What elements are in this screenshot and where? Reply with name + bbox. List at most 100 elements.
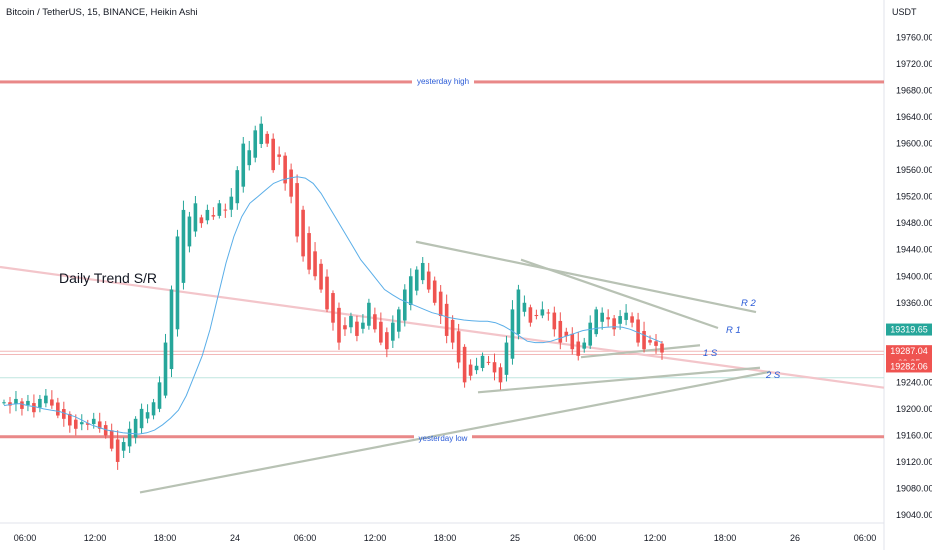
candle-body <box>534 314 539 317</box>
candle-body <box>618 316 622 324</box>
price-tick-label: 19200.00 <box>896 404 932 414</box>
s2-trendline <box>477 366 761 394</box>
candle-body <box>594 309 598 335</box>
price-tick-label: 19720.00 <box>896 59 932 69</box>
candle-body <box>295 183 299 237</box>
time-tick-label: 18:00 <box>434 533 457 543</box>
trend-lines <box>0 240 885 494</box>
lower-trendline <box>139 370 771 494</box>
candle-body <box>570 333 575 350</box>
candle-body <box>654 341 658 346</box>
candle-body <box>624 312 628 320</box>
candle-body <box>85 423 90 425</box>
candle-body <box>199 217 204 224</box>
candle-body <box>301 209 305 257</box>
candle-body <box>606 317 610 320</box>
candle-body <box>660 343 664 353</box>
moving-average-line <box>3 176 663 435</box>
candle-body <box>408 276 413 306</box>
candle-body <box>325 276 329 310</box>
candle-body <box>313 251 317 277</box>
yesterday-low-label-bg <box>414 431 472 442</box>
currency-label: USDT <box>892 7 917 17</box>
chart-title: Bitcoin / TetherUS, 15, BINANCE, Heikin … <box>6 7 198 18</box>
candle-body <box>576 341 581 356</box>
candle-body <box>492 362 497 373</box>
candle-body <box>588 322 593 346</box>
candle-body <box>426 271 431 290</box>
candle-body <box>307 233 311 270</box>
candle-body <box>540 309 545 316</box>
price-axis[interactable]: 19760.00 19720.00 19680.00 19640.00 19600.00… <box>896 33 932 521</box>
candle-body <box>636 319 640 343</box>
candle-body <box>68 413 72 426</box>
yesterday-high-label-bg <box>412 76 474 87</box>
candle-body <box>32 403 36 413</box>
price-tick-label: 19240.00 <box>896 377 932 387</box>
candle-body <box>385 332 389 350</box>
price-tick-label: 19400.00 <box>896 271 932 281</box>
candle-body <box>8 402 12 406</box>
yesterday-high-label: yesterday high <box>417 77 469 86</box>
candle-body <box>528 307 533 323</box>
candle-body <box>121 442 126 451</box>
time-tick-label: 12:00 <box>84 533 107 543</box>
candle-body <box>522 302 527 312</box>
candle-body <box>157 382 162 409</box>
candle-body <box>516 289 521 335</box>
candle-body <box>175 236 180 330</box>
time-axis[interactable]: 06:00 12:00 18:00 24 06:00 12:00 18:00 25 06:00 1… <box>14 533 877 543</box>
candle-body <box>361 322 365 329</box>
price-tick-label: 19160.00 <box>896 430 932 440</box>
price-tick-label: 19080.00 <box>896 483 932 493</box>
candle-body <box>91 418 96 425</box>
price-tick-label: 19040.00 <box>896 510 932 520</box>
candle-body <box>169 289 174 370</box>
candle-body <box>14 398 18 404</box>
candle-body <box>642 331 646 350</box>
candle-series <box>2 116 664 470</box>
candle-body <box>56 402 60 416</box>
candle-body <box>241 143 246 187</box>
price-tick-label: 19360.00 <box>896 298 932 308</box>
candle-body <box>259 123 264 145</box>
candle-body <box>564 331 569 336</box>
candle-body <box>486 361 491 363</box>
price-tag-label: 19282.06 <box>890 361 928 371</box>
candle-body <box>38 398 42 408</box>
candle-body <box>277 154 281 157</box>
time-tick-label: 06:00 <box>14 533 37 543</box>
price-tick-label: 19760.00 <box>896 33 932 43</box>
candle-body <box>133 418 138 438</box>
price-tick-label: 19600.00 <box>896 139 932 149</box>
candle-body <box>20 401 24 409</box>
candle-body <box>265 133 269 144</box>
time-tick-label: 06:00 <box>574 533 597 543</box>
candle-body <box>414 269 419 291</box>
candle-body <box>468 364 473 376</box>
candle-body <box>103 425 108 436</box>
candle-body <box>630 316 634 323</box>
candle-body <box>331 293 335 323</box>
candle-body <box>462 346 467 383</box>
candle-body <box>145 412 150 419</box>
candle-body <box>367 302 371 326</box>
s2-label: 2 S <box>765 370 781 381</box>
candle-body <box>97 421 102 429</box>
r2-label: R 2 <box>741 298 757 309</box>
time-tick-label: 12:00 <box>644 533 667 543</box>
candle-body <box>79 422 84 425</box>
daily-trend-line <box>0 265 885 389</box>
candle-body <box>432 280 437 303</box>
candle-body <box>109 430 114 449</box>
candle-body <box>343 325 347 330</box>
candle-body <box>62 409 66 419</box>
moving-average-series <box>3 176 663 435</box>
candle-body <box>163 342 168 396</box>
price-tick-label: 19480.00 <box>896 218 932 228</box>
candle-body <box>127 428 132 447</box>
price-tick-label: 19680.00 <box>896 86 932 96</box>
